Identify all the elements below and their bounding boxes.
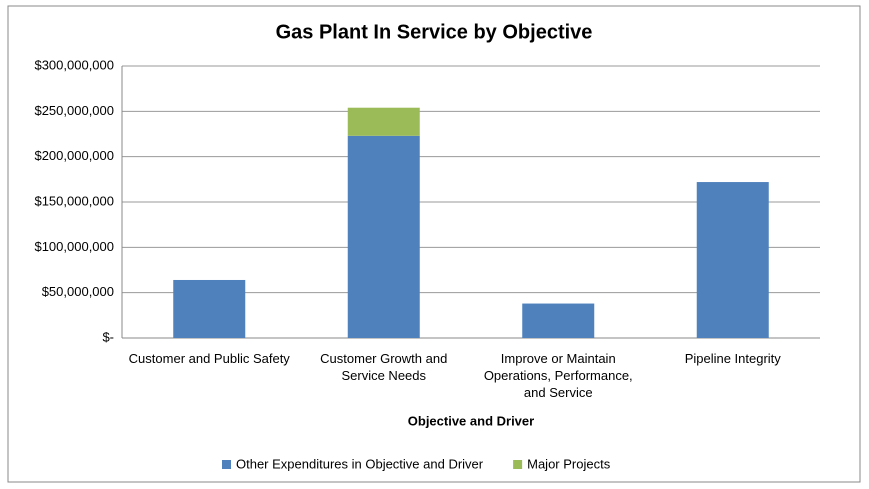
x-axis-title: Objective and Driver: [408, 413, 534, 428]
x-tick-label: Customer and Public Safety: [128, 351, 290, 366]
bar-segment: [522, 303, 595, 338]
y-tick-label: $-: [102, 329, 114, 344]
bar-segment: [347, 135, 420, 338]
x-tick-label: Pipeline Integrity: [684, 351, 781, 366]
y-tick-label: $250,000,000: [34, 103, 114, 118]
bar-segment: [347, 107, 420, 136]
legend-label: Major Projects: [527, 456, 611, 471]
y-tick-label: $200,000,000: [34, 148, 114, 163]
x-tick-label: Improve or Maintain Operations, Performa…: [483, 351, 633, 400]
y-tick-label: $50,000,000: [42, 284, 114, 299]
legend-swatch: [513, 460, 523, 469]
y-tick-label: $300,000,000: [34, 57, 114, 72]
x-tick-label: Customer Growth and Service Needs: [320, 351, 448, 383]
y-tick-label: $150,000,000: [34, 193, 114, 208]
bar-segment: [696, 182, 769, 338]
y-tick-label: $100,000,000: [34, 239, 114, 254]
bar-segment: [173, 279, 246, 338]
chart-title: Gas Plant In Service by Objective: [276, 21, 593, 43]
legend-swatch: [222, 460, 231, 469]
legend-label: Other Expenditures in Objective and Driv…: [236, 456, 484, 471]
